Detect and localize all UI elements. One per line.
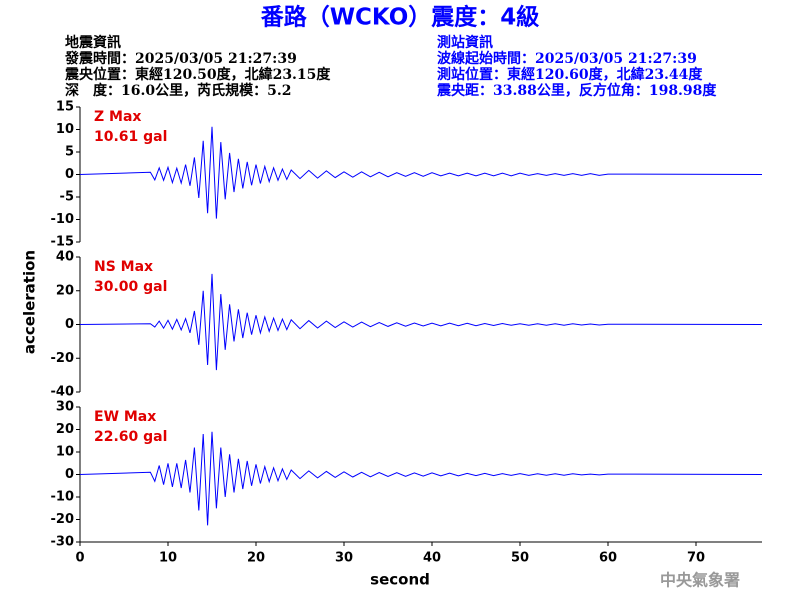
series-max: 10.61 gal (94, 129, 167, 145)
series-name: Z Max (94, 109, 141, 125)
x-tick-label: 30 (335, 551, 353, 566)
series-max: 22.60 gal (94, 429, 167, 445)
y-tick-label: 10 (56, 122, 74, 137)
x-tick-label: 60 (599, 551, 617, 566)
y-tick-label: -20 (51, 351, 75, 366)
info-text: 地震資訊 (65, 34, 121, 51)
y-tick-label: 40 (56, 250, 74, 265)
y-tick-label: 30 (56, 400, 74, 415)
info-text: 波線起始時間：2025/03/05 21:27:39 (437, 50, 697, 67)
info-text: 深 度：16.0公里，芮氏規模：5.2 (65, 82, 291, 99)
y-tick-label: 20 (56, 422, 74, 437)
chart-title: 番路（WCKO）震度：4級 (260, 4, 540, 31)
y-tick-label: 5 (65, 145, 74, 160)
y-axis-label: acceleration (21, 250, 39, 354)
info-text: 震央位置：東經120.50度，北緯23.15度 (64, 66, 331, 83)
series-name: NS Max (94, 259, 153, 275)
waveform (79, 126, 763, 219)
series-max: 30.00 gal (94, 279, 167, 295)
info-text: 測站資訊 (437, 34, 493, 51)
waveform (79, 273, 763, 371)
info-text: 測站位置：東經120.60度，北緯23.44度 (437, 66, 703, 83)
series-name: EW Max (94, 409, 156, 425)
y-tick-label: -10 (51, 212, 75, 227)
x-tick-label: 0 (75, 551, 84, 566)
x-tick-label: 70 (687, 551, 705, 566)
y-tick-label: -5 (60, 190, 74, 205)
y-tick-label: -40 (51, 385, 75, 400)
info-text: 震央距：33.88公里，反方位角：198.98度 (436, 82, 717, 99)
x-tick-label: 20 (247, 551, 265, 566)
footer: 中央氣象署 (660, 571, 740, 590)
waveform (79, 431, 763, 526)
y-tick-label: -15 (51, 235, 75, 250)
x-tick-label: 40 (423, 551, 441, 566)
y-tick-label: -10 (51, 490, 75, 505)
y-tick-label: 20 (56, 283, 74, 298)
y-tick-label: 0 (65, 167, 74, 182)
x-tick-label: 10 (159, 551, 177, 566)
y-tick-label: 10 (56, 445, 74, 460)
y-tick-label: 0 (65, 467, 74, 482)
y-tick-label: 15 (56, 100, 74, 115)
y-tick-label: -30 (51, 535, 75, 550)
x-tick-label: 50 (511, 551, 529, 566)
x-axis-label: second (370, 571, 430, 589)
y-tick-label: -20 (51, 512, 75, 527)
info-text: 發震時間：2025/03/05 21:27:39 (64, 50, 297, 67)
y-tick-label: 0 (65, 317, 74, 332)
